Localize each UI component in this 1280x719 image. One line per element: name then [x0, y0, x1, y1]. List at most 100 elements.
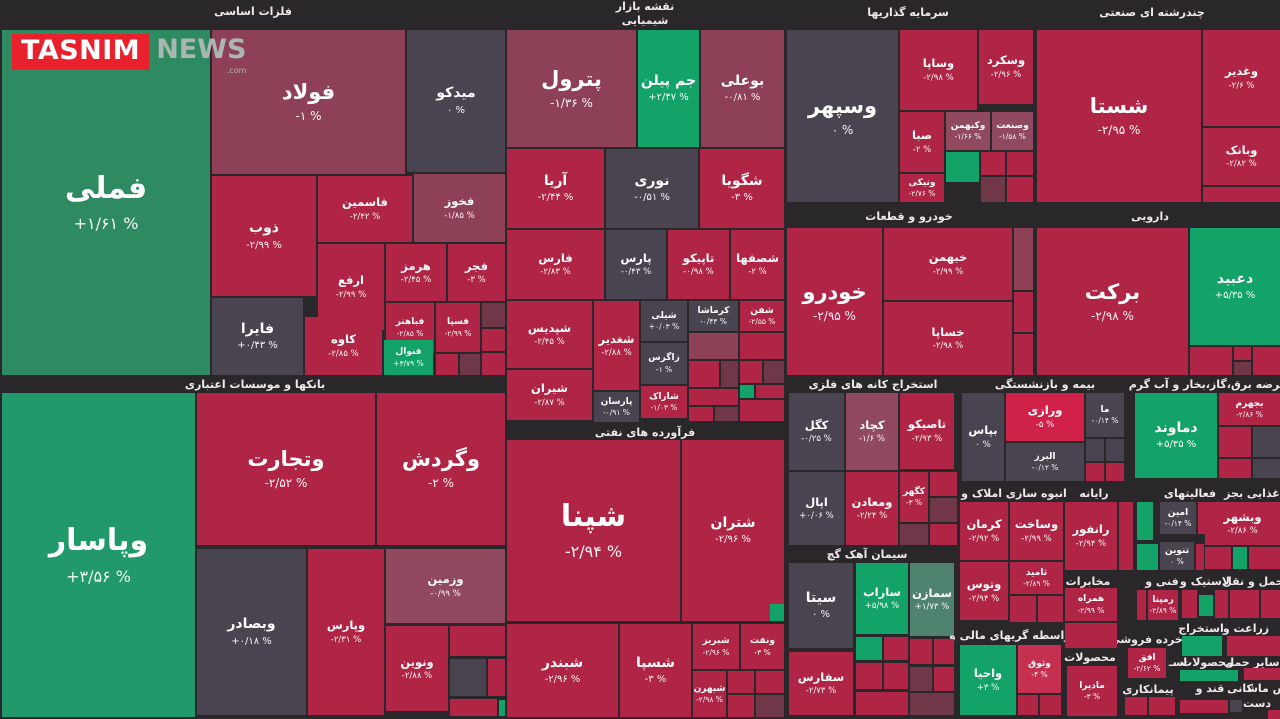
stock-tile[interactable]: وتوس -۲/۹۴ %: [960, 562, 1008, 620]
stock-tile-small[interactable]: [1119, 502, 1133, 570]
stock-tile-small[interactable]: [1219, 459, 1251, 478]
stock-tile[interactable]: مادیرا -۳ %: [1067, 666, 1117, 716]
stock-tile-small[interactable]: [1137, 544, 1158, 570]
stock-tile[interactable]: کگهر -۳ %: [900, 472, 928, 522]
stock-tile[interactable]: شصفها -۲ %: [731, 230, 784, 299]
stock-tile[interactable]: البرز -۰/۱۲ %: [1006, 443, 1084, 481]
stock-tile-small[interactable]: [1234, 347, 1251, 360]
stock-tile-small[interactable]: [1086, 439, 1104, 461]
stock-tile-small[interactable]: [1180, 670, 1238, 681]
stock-tile-small[interactable]: [1014, 228, 1033, 290]
stock-tile-small[interactable]: [721, 361, 738, 387]
stock-tile-small[interactable]: [482, 329, 505, 351]
stock-tile[interactable]: فخوز -۱/۸۵ %: [414, 174, 505, 242]
stock-tile-small[interactable]: [884, 637, 908, 660]
stock-tile-small[interactable]: [910, 667, 932, 691]
stock-tile[interactable]: شسپا -۳ %: [620, 624, 691, 717]
stock-tile-small[interactable]: [728, 671, 754, 693]
stock-tile-small[interactable]: [1007, 177, 1033, 202]
stock-tile-small[interactable]: [770, 604, 784, 621]
stock-tile-small[interactable]: [900, 524, 928, 545]
stock-tile-small[interactable]: [764, 361, 784, 383]
stock-tile[interactable]: زاگرس -۱ %: [641, 343, 687, 384]
stock-tile-small[interactable]: [740, 400, 784, 421]
stock-tile-small[interactable]: [1261, 590, 1280, 618]
stock-tile[interactable]: ونوین -۲/۸۸ %: [386, 626, 448, 711]
stock-tile[interactable]: وثوق -۴ %: [1018, 645, 1061, 693]
stock-tile[interactable]: وبشهر -۲/۸۶ %: [1205, 502, 1280, 545]
stock-tile[interactable]: صبا -۲ %: [900, 112, 944, 172]
stock-tile-small[interactable]: [1149, 697, 1175, 715]
stock-tile[interactable]: شستا -۲/۹۵ %: [1037, 30, 1201, 202]
stock-tile[interactable]: شاراک -۱/۰۳ %: [641, 386, 687, 418]
stock-tile[interactable]: ارفع -۲/۹۹ %: [318, 244, 384, 330]
stock-tile-small[interactable]: [488, 659, 505, 696]
stock-tile-small[interactable]: [1007, 152, 1033, 175]
stock-tile[interactable]: فسپا -۲/۹۹ %: [436, 303, 480, 352]
stock-tile-small[interactable]: [1106, 463, 1124, 481]
stock-tile[interactable]: افق -۲/۶۲ %: [1128, 648, 1166, 678]
stock-tile-small[interactable]: [1205, 547, 1231, 569]
stock-tile-small[interactable]: [689, 407, 713, 421]
stock-tile[interactable]: کرمان -۲/۹۲ %: [960, 502, 1008, 560]
stock-tile[interactable]: شیلی +۰/۰۳ %: [641, 301, 687, 341]
stock-tile-small[interactable]: [756, 695, 784, 717]
stock-tile-small[interactable]: [756, 671, 784, 693]
stock-tile[interactable]: ومعادن -۲/۲۴ %: [846, 472, 898, 545]
stock-tile[interactable]: سفارس -۲/۷۳ %: [789, 652, 853, 715]
stock-tile-small[interactable]: [1040, 695, 1061, 715]
stock-tile[interactable]: وساپا -۲/۹۸ %: [900, 30, 977, 110]
stock-tile-small[interactable]: [740, 385, 754, 398]
stock-tile[interactable]: دماوند +۵/۳۵ %: [1135, 393, 1217, 478]
stock-tile[interactable]: ذوب -۲/۹۹ %: [212, 176, 316, 296]
stock-tile[interactable]: شپنا -۲/۹۴ %: [507, 440, 680, 621]
stock-tile-small[interactable]: [1065, 623, 1117, 648]
stock-tile-small[interactable]: [946, 152, 979, 182]
stock-tile[interactable]: تاپیکو -۰/۹۸ %: [668, 230, 729, 299]
stock-tile-small[interactable]: [1215, 590, 1228, 618]
stock-tile-small[interactable]: [930, 498, 957, 522]
stock-tile-small[interactable]: [934, 667, 954, 691]
stock-tile-small[interactable]: [1253, 427, 1280, 457]
stock-tile-small[interactable]: [1244, 668, 1280, 680]
stock-tile[interactable]: ثامید -۲/۸۹ %: [1010, 562, 1063, 594]
stock-tile-small[interactable]: [436, 354, 458, 375]
stock-tile-small[interactable]: [1106, 439, 1124, 461]
stock-tile-small[interactable]: [1268, 710, 1280, 719]
stock-tile[interactable]: پارس -۰/۴۳ %: [606, 230, 666, 299]
stock-tile[interactable]: فنوال +۳/۷۹ %: [384, 340, 433, 375]
stock-tile-small[interactable]: [1198, 502, 1206, 534]
stock-tile[interactable]: همراه -۲/۹۹ %: [1065, 588, 1117, 621]
stock-tile[interactable]: شتران -۲/۹۶ %: [682, 440, 784, 621]
stock-tile[interactable]: بوعلی -۰/۸۱ %: [701, 30, 784, 147]
stock-tile[interactable]: میدکو ۰ %: [407, 30, 505, 172]
stock-tile-small[interactable]: [1180, 700, 1228, 713]
stock-tile-small[interactable]: [756, 385, 784, 398]
stock-tile-small[interactable]: [482, 353, 505, 375]
stock-tile[interactable]: شغدیر -۲/۸۸ %: [594, 301, 639, 390]
stock-tile-small[interactable]: [450, 699, 497, 716]
stock-tile-small[interactable]: [1203, 187, 1280, 202]
stock-tile-small[interactable]: [1137, 502, 1153, 540]
stock-tile[interactable]: شبندر -۲/۹۶ %: [507, 624, 618, 717]
stock-tile[interactable]: فارس -۲/۸۳ %: [507, 230, 604, 299]
stock-tile[interactable]: وغدیر -۲/۶ %: [1203, 30, 1280, 126]
stock-tile[interactable]: تاصیکو -۲/۹۳ %: [900, 393, 954, 469]
stock-tile[interactable]: پارسان -۰/۹۱ %: [594, 392, 639, 422]
stock-tile-small[interactable]: [910, 693, 954, 715]
stock-tile-small[interactable]: [856, 692, 908, 715]
stock-tile[interactable]: ونفت -۳ %: [741, 624, 784, 669]
stock-tile[interactable]: واحیا +۳ %: [960, 645, 1016, 715]
stock-tile-small[interactable]: [1253, 459, 1280, 478]
stock-tile-small[interactable]: [1230, 590, 1259, 618]
stock-tile[interactable]: بجهرم -۲/۸۶ %: [1219, 393, 1280, 425]
stock-tile-small[interactable]: [1230, 700, 1242, 712]
stock-tile-small[interactable]: [1125, 697, 1147, 715]
stock-tile[interactable]: شگویا -۳ %: [700, 149, 784, 228]
stock-tile[interactable]: فجر -۳ %: [448, 244, 505, 301]
stock-tile-small[interactable]: [856, 637, 882, 660]
stock-tile[interactable]: برکت -۲/۹۸ %: [1037, 228, 1188, 375]
stock-tile[interactable]: ما -۰/۱۴ %: [1086, 393, 1124, 437]
stock-tile[interactable]: وتجارت -۲/۵۲ %: [197, 393, 375, 545]
stock-tile[interactable]: شبریز -۲/۹۶ %: [693, 624, 739, 669]
